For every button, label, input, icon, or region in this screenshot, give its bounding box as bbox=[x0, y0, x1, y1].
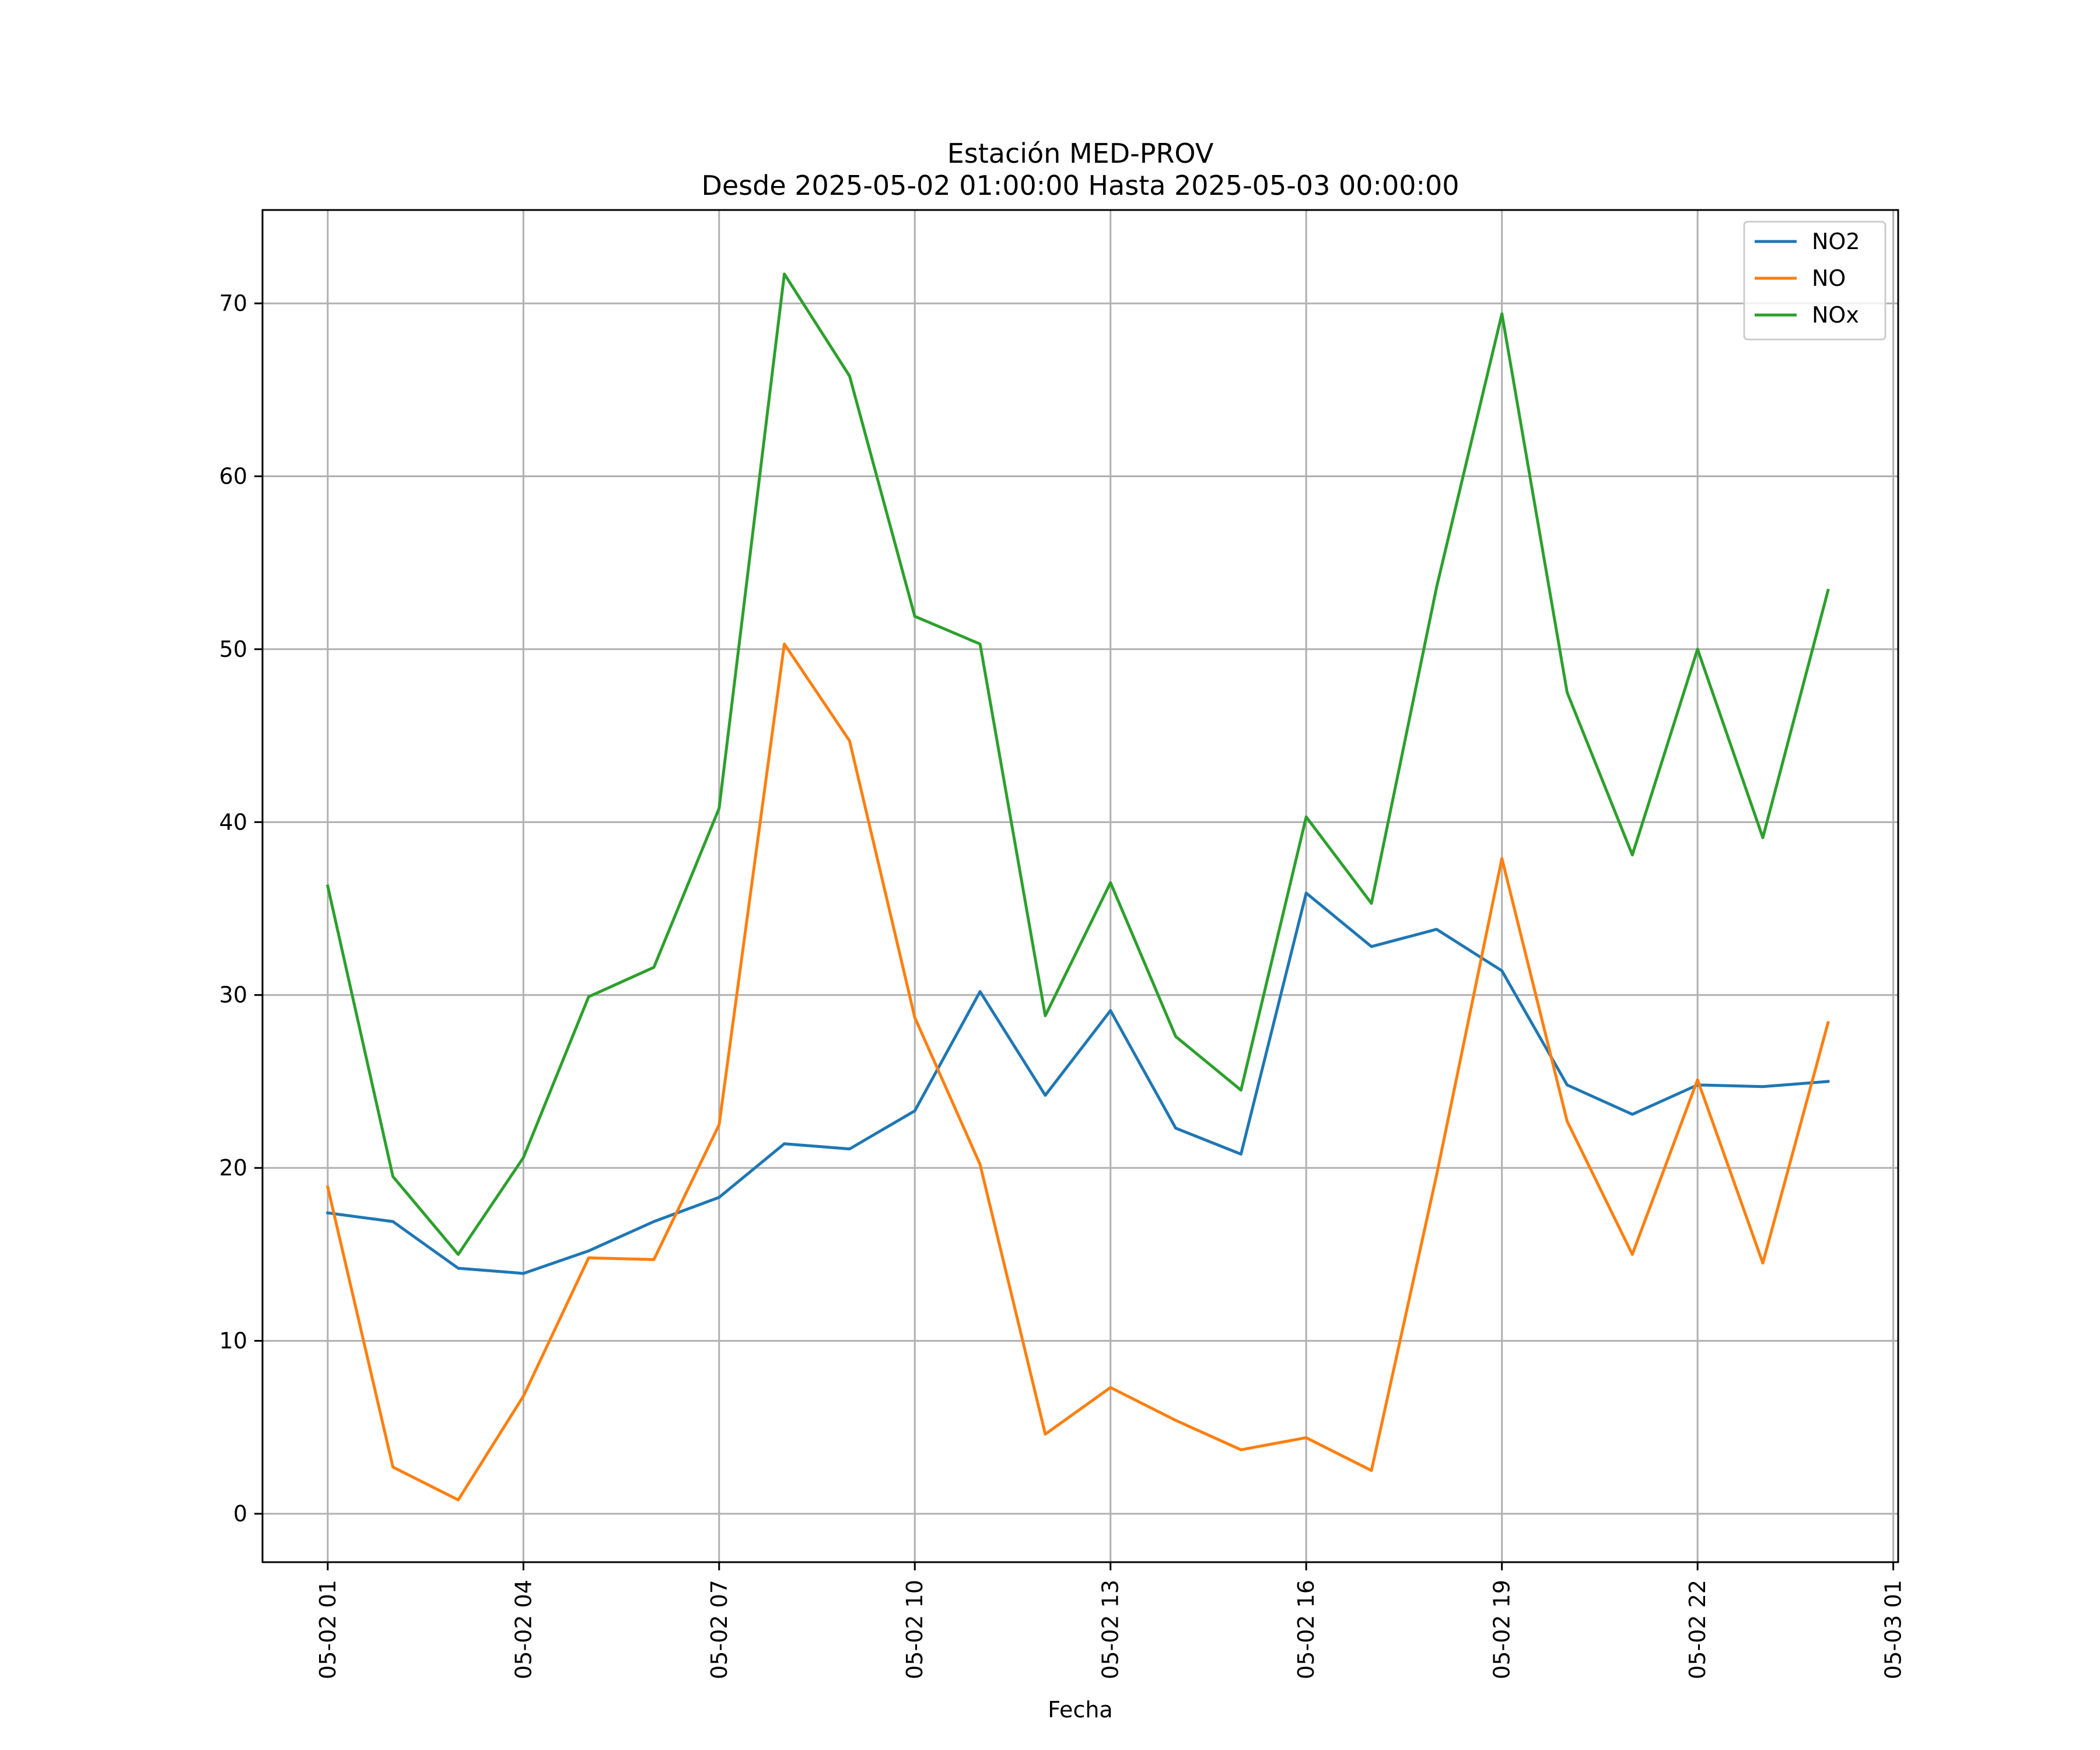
y-axis: 0 10 20 30 40 50 60 70 bbox=[219, 290, 262, 1527]
legend: NO2 NO NOx bbox=[1743, 220, 1887, 341]
series-line-nox bbox=[326, 272, 1830, 1256]
legend-label-nox: NOx bbox=[1812, 302, 1859, 328]
legend-label-no: NO bbox=[1812, 265, 1846, 291]
y-tick-label: 20 bbox=[219, 1155, 247, 1181]
x-axis-label: Fecha bbox=[1048, 1697, 1112, 1723]
x-tick-label: 05-02 16 bbox=[1293, 1580, 1319, 1679]
x-tick-label: 05-02 01 bbox=[315, 1580, 341, 1679]
y-tick-label: 70 bbox=[219, 290, 247, 316]
x-tick-label: 05-03 01 bbox=[1881, 1580, 1906, 1679]
x-tick-label: 05-02 07 bbox=[706, 1580, 732, 1679]
plot-frame bbox=[261, 209, 1899, 1563]
x-tick-label: 05-02 04 bbox=[510, 1580, 536, 1679]
x-tick-label: 05-02 22 bbox=[1685, 1580, 1710, 1679]
plot-lines bbox=[326, 272, 1830, 1502]
grid bbox=[262, 210, 1898, 1562]
y-tick-label: 0 bbox=[233, 1501, 247, 1527]
x-axis: 05-02 01 05-02 04 05-02 07 05-02 10 05-02 13… bbox=[315, 1562, 1906, 1679]
chart-subtitle: Desde 2025-05-02 01:00:00 Hasta 2025-05-… bbox=[701, 170, 1459, 201]
series-line-no bbox=[326, 642, 1830, 1502]
chart-title: Estación MED-PROV bbox=[947, 138, 1214, 169]
y-tick-label: 50 bbox=[219, 636, 247, 662]
y-tick-label: 60 bbox=[219, 463, 247, 489]
x-tick-label: 05-02 10 bbox=[902, 1580, 928, 1679]
x-tick-label: 05-02 13 bbox=[1098, 1580, 1124, 1679]
y-tick-label: 10 bbox=[219, 1328, 247, 1354]
y-tick-label: 30 bbox=[219, 982, 247, 1008]
legend-box bbox=[1743, 220, 1887, 341]
legend-label-no2: NO2 bbox=[1812, 229, 1860, 254]
x-tick-label: 05-02 19 bbox=[1489, 1580, 1515, 1679]
series-line-no2 bbox=[326, 891, 1830, 1275]
y-tick-label: 40 bbox=[219, 809, 247, 835]
